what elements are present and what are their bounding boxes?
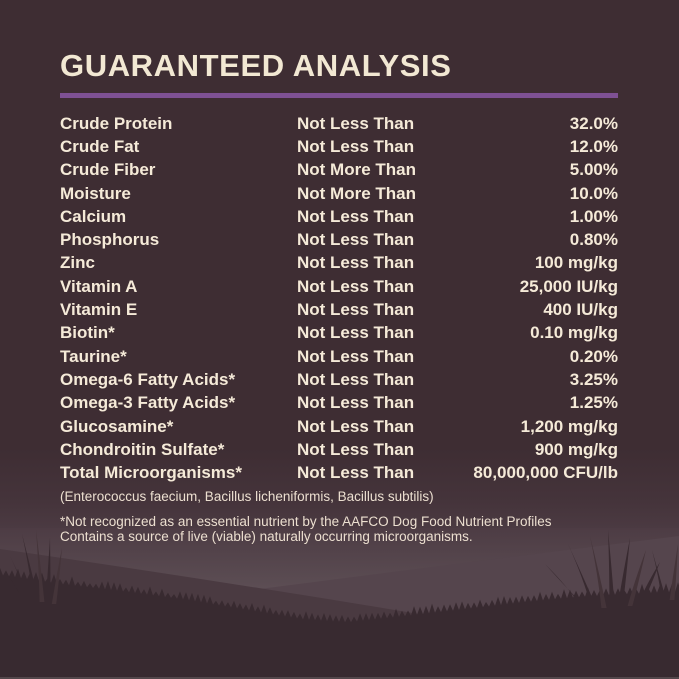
cell-nutrient: Crude Protein	[60, 113, 173, 133]
cell-value: 1,200 mg/kg	[520, 416, 618, 436]
table-row: Calcium Not Less Than 1.00%	[60, 205, 618, 228]
grass-blade-icon	[36, 530, 45, 602]
cell-condition: Not Less Than	[297, 276, 415, 296]
cell-nutrient: Chondroitin Sulfate*	[60, 439, 225, 459]
cell-condition: Not Less Than	[297, 206, 415, 226]
cell-nutrient: Moisture	[60, 183, 131, 203]
grass-blade-icon	[545, 564, 587, 608]
cell-condition: Not Less Than	[297, 463, 415, 483]
table-row: Crude Fat Not Less Than 12.0%	[60, 135, 618, 158]
grass-blade-icon	[637, 562, 660, 604]
cell-condition: Not Less Than	[297, 369, 415, 389]
cell-condition: Not Less Than	[297, 323, 415, 343]
cell-value: 900 mg/kg	[534, 439, 618, 459]
grass-blade-icon	[51, 548, 62, 604]
cell-value: 1.00%	[569, 206, 618, 226]
cell-value: 12.0%	[569, 136, 618, 156]
cell-nutrient: Crude Fat	[60, 136, 140, 156]
cell-condition: Not Less Than	[297, 253, 415, 273]
cell-condition: Not Less Than	[297, 346, 415, 366]
grass-blade-icon	[22, 534, 39, 602]
cell-value: 0.20%	[569, 346, 618, 366]
grass-blade-icon	[617, 538, 630, 608]
page-title: GUARANTEED ANALYSIS	[60, 48, 452, 83]
cell-value: 10.0%	[569, 183, 618, 203]
footnote-line-2: Contains a source of live (viable) natur…	[60, 529, 473, 545]
grass-blade-icon	[627, 550, 646, 606]
cell-value: 25,000 IU/kg	[519, 276, 618, 296]
table-row: Vitamin A Not Less Than 25,000 IU/kg	[60, 275, 618, 298]
table-row: Chondroitin Sulfate* Not Less Than 900 mg/…	[60, 438, 618, 461]
table-row: Total Microorganisms* Not Less Than 80,000…	[60, 461, 618, 484]
label-content: GUARANTEED ANALYSIS Crude Protein Not Les…	[60, 49, 618, 545]
analysis-table: Crude Protein Not Less Than 32.0% Crude Fat…	[60, 112, 618, 485]
cell-value: 400 IU/kg	[543, 300, 618, 320]
table-row: Taurine* Not Less Than 0.20%	[60, 345, 618, 368]
cell-nutrient: Vitamin E	[60, 300, 138, 320]
cell-nutrient: Taurine*	[60, 346, 127, 366]
cell-nutrient: Total Microorganisms*	[60, 463, 242, 483]
cell-condition: Not Less Than	[297, 230, 415, 250]
grass-blade-icon	[590, 536, 607, 608]
cell-value: 80,000,000 CFU/lb	[473, 463, 618, 483]
cell-value: 0.10 mg/kg	[530, 323, 618, 343]
grass-blade-icon	[608, 530, 615, 608]
table-row: Crude Protein Not Less Than 32.0%	[60, 112, 618, 135]
cell-condition: Not More Than	[297, 183, 416, 203]
cell-condition: Not More Than	[297, 160, 416, 180]
image-bottom-edge	[0, 677, 679, 679]
accent-divider	[60, 93, 618, 98]
cell-value: 1.25%	[569, 393, 618, 413]
table-row: Zinc Not Less Than 100 mg/kg	[60, 252, 618, 275]
cell-value: 5.00%	[569, 160, 618, 180]
cell-nutrient: Phosphorus	[60, 230, 160, 250]
footnote-line-1: *Not recognized as an essential nutrient…	[60, 513, 552, 529]
cell-condition: Not Less Than	[297, 136, 415, 156]
grass-blade-icon	[568, 544, 597, 608]
footnote: *Not recognized as an essential nutrient…	[60, 514, 618, 545]
grass-blade-icon	[45, 538, 51, 602]
table-row: Vitamin E Not Less Than 400 IU/kg	[60, 298, 618, 321]
grass-blade-icon	[652, 550, 667, 600]
cell-condition: Not Less Than	[297, 439, 415, 459]
cell-condition: Not Less Than	[297, 300, 415, 320]
cell-nutrient: Calcium	[60, 206, 127, 226]
cell-value: 0.80%	[569, 230, 618, 250]
cell-value: 100 mg/kg	[534, 253, 618, 273]
cell-nutrient: Biotin*	[60, 323, 115, 343]
table-row: Biotin* Not Less Than 0.10 mg/kg	[60, 322, 618, 345]
cell-nutrient: Vitamin A	[60, 276, 138, 296]
cell-nutrient: Omega-6 Fatty Acids*	[60, 369, 236, 389]
cell-nutrient: Omega-3 Fatty Acids*	[60, 393, 236, 413]
table-row: Phosphorus Not Less Than 0.80%	[60, 228, 618, 251]
grass-blade-icon	[669, 544, 678, 600]
foreground-grass	[0, 568, 679, 679]
microorganism-species-note: (Enterococcus faecium, Bacillus lichenif…	[60, 488, 434, 504]
cell-value: 3.25%	[569, 369, 618, 389]
table-row: Glucosamine* Not Less Than 1,200 mg/kg	[60, 415, 618, 438]
table-row: Moisture Not More Than 10.0%	[60, 182, 618, 205]
cell-condition: Not Less Than	[297, 113, 415, 133]
cell-nutrient: Zinc	[60, 253, 95, 273]
cell-nutrient: Glucosamine*	[60, 416, 174, 436]
table-row: Omega-6 Fatty Acids* Not Less Than 3.25%	[60, 368, 618, 391]
cell-nutrient: Crude Fiber	[60, 160, 156, 180]
grass-hills-illustration	[0, 528, 679, 679]
cell-condition: Not Less Than	[297, 393, 415, 413]
table-row: Crude Fiber Not More Than 5.00%	[60, 159, 618, 182]
table-row: Omega-3 Fatty Acids* Not Less Than 1.25%	[60, 392, 618, 415]
cell-value: 32.0%	[569, 113, 618, 133]
cell-condition: Not Less Than	[297, 416, 415, 436]
tall-grass-blades	[6, 530, 678, 608]
